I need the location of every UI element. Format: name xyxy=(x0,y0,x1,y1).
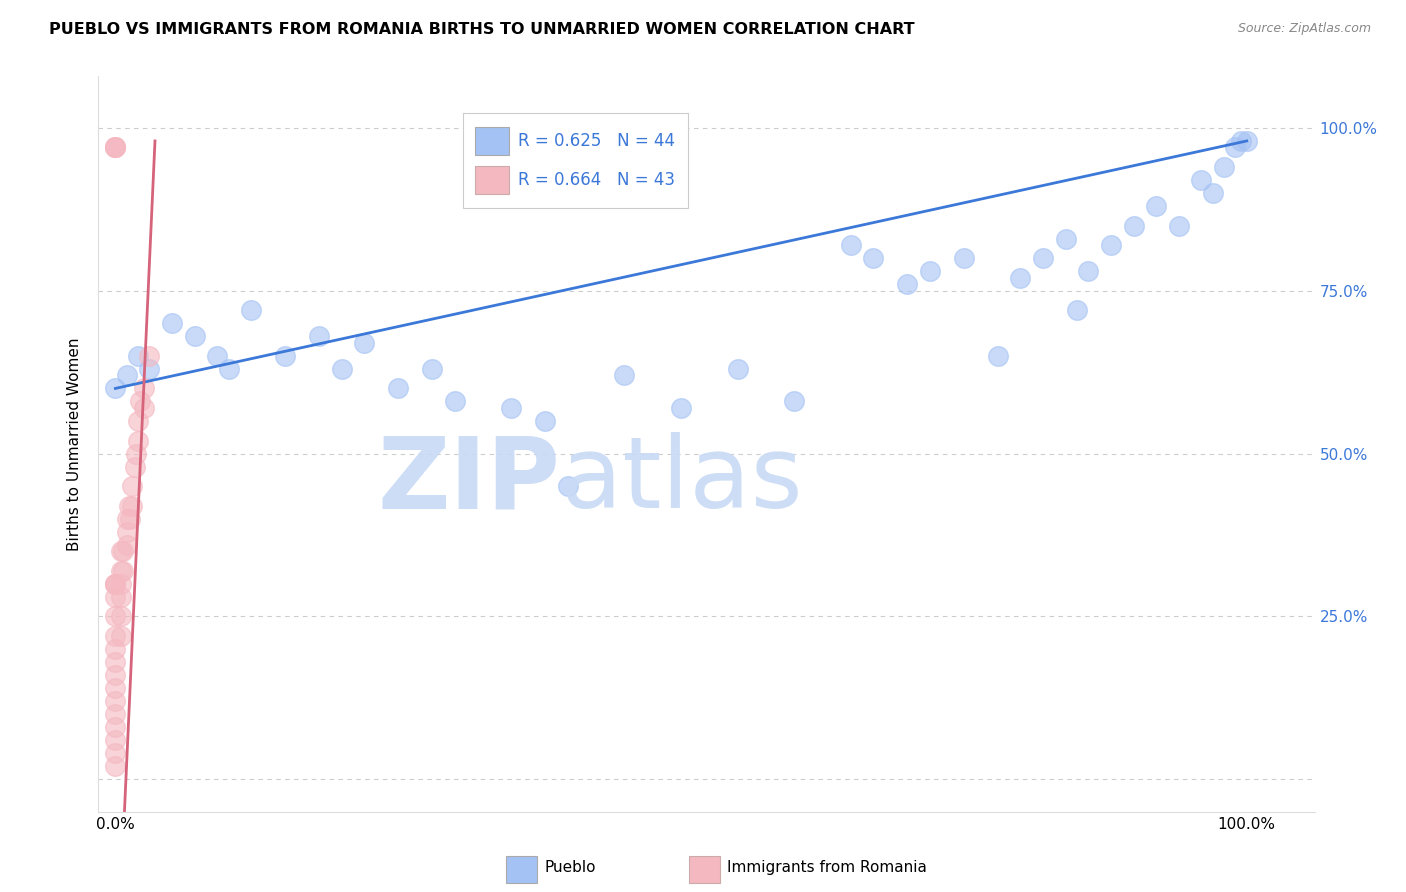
Point xyxy=(1144,199,1167,213)
Point xyxy=(1236,134,1258,148)
Point xyxy=(1054,232,1077,246)
Point xyxy=(125,446,148,460)
Point xyxy=(387,381,409,395)
Point xyxy=(501,401,523,415)
Text: atlas: atlas xyxy=(561,432,803,529)
Point xyxy=(127,414,149,428)
Point xyxy=(132,401,155,415)
Point xyxy=(240,303,263,318)
Point xyxy=(205,349,228,363)
Point xyxy=(118,499,141,513)
Point xyxy=(104,746,127,760)
Point xyxy=(953,251,976,265)
Point xyxy=(110,564,132,578)
Point xyxy=(104,576,127,591)
FancyBboxPatch shape xyxy=(464,112,689,209)
Point xyxy=(1213,160,1236,174)
Point xyxy=(534,414,557,428)
Point xyxy=(1010,270,1032,285)
Point xyxy=(132,381,155,395)
Point xyxy=(110,544,132,558)
Point xyxy=(104,590,127,604)
Text: PUEBLO VS IMMIGRANTS FROM ROMANIA BIRTHS TO UNMARRIED WOMEN CORRELATION CHART: PUEBLO VS IMMIGRANTS FROM ROMANIA BIRTHS… xyxy=(49,22,915,37)
Point xyxy=(727,362,749,376)
Point xyxy=(104,140,127,154)
Point xyxy=(1191,173,1213,187)
Point xyxy=(104,140,127,154)
Point xyxy=(1167,219,1189,233)
Point xyxy=(120,511,142,525)
Point xyxy=(104,576,127,591)
Point xyxy=(783,394,806,409)
Point xyxy=(104,140,127,154)
Point xyxy=(104,720,127,734)
Point xyxy=(987,349,1010,363)
Point xyxy=(1077,264,1099,278)
Point xyxy=(104,694,127,708)
Point xyxy=(1122,219,1144,233)
Point xyxy=(112,564,135,578)
Text: Pueblo: Pueblo xyxy=(544,860,596,874)
Point xyxy=(839,238,862,252)
Point xyxy=(420,362,443,376)
Point xyxy=(183,329,205,343)
Point xyxy=(896,277,918,292)
Point xyxy=(104,681,127,695)
Point xyxy=(110,629,132,643)
Point xyxy=(138,349,160,363)
Point xyxy=(104,629,127,643)
Point xyxy=(862,251,884,265)
Point xyxy=(557,479,579,493)
Point xyxy=(218,362,240,376)
Point xyxy=(127,349,149,363)
Text: R = 0.625   N = 44: R = 0.625 N = 44 xyxy=(517,132,675,151)
Point xyxy=(104,668,127,682)
Point xyxy=(104,609,127,624)
Point xyxy=(613,368,636,383)
Point xyxy=(115,368,138,383)
Point xyxy=(274,349,297,363)
Point xyxy=(121,479,143,493)
FancyBboxPatch shape xyxy=(475,166,509,194)
Point xyxy=(104,733,127,747)
Point xyxy=(918,264,941,278)
Point xyxy=(353,335,375,350)
Point xyxy=(308,329,330,343)
Point xyxy=(110,576,132,591)
Point xyxy=(110,590,132,604)
Y-axis label: Births to Unmarried Women: Births to Unmarried Women xyxy=(67,337,83,550)
Text: R = 0.664   N = 43: R = 0.664 N = 43 xyxy=(517,170,675,188)
Point xyxy=(115,538,138,552)
Point xyxy=(115,511,138,525)
Point xyxy=(104,641,127,656)
Point xyxy=(104,140,127,154)
Point xyxy=(104,576,127,591)
Text: ZIP: ZIP xyxy=(378,432,561,529)
Point xyxy=(104,759,127,773)
Point xyxy=(1032,251,1054,265)
Text: Source: ZipAtlas.com: Source: ZipAtlas.com xyxy=(1237,22,1371,36)
Point xyxy=(121,499,143,513)
Point xyxy=(669,401,692,415)
Point xyxy=(1202,186,1225,200)
Point xyxy=(160,316,183,330)
Point xyxy=(115,524,138,539)
Point xyxy=(104,706,127,721)
Point xyxy=(443,394,465,409)
Point xyxy=(1066,303,1088,318)
Point xyxy=(1099,238,1122,252)
Point xyxy=(1225,140,1247,154)
Point xyxy=(112,544,135,558)
Point xyxy=(110,609,132,624)
Point xyxy=(138,362,160,376)
Point xyxy=(129,394,152,409)
Text: Immigrants from Romania: Immigrants from Romania xyxy=(727,860,927,874)
Point xyxy=(1230,134,1253,148)
Point xyxy=(104,655,127,669)
Point xyxy=(124,459,146,474)
Point xyxy=(127,434,149,448)
FancyBboxPatch shape xyxy=(475,128,509,155)
Point xyxy=(330,362,353,376)
Point xyxy=(104,381,127,395)
